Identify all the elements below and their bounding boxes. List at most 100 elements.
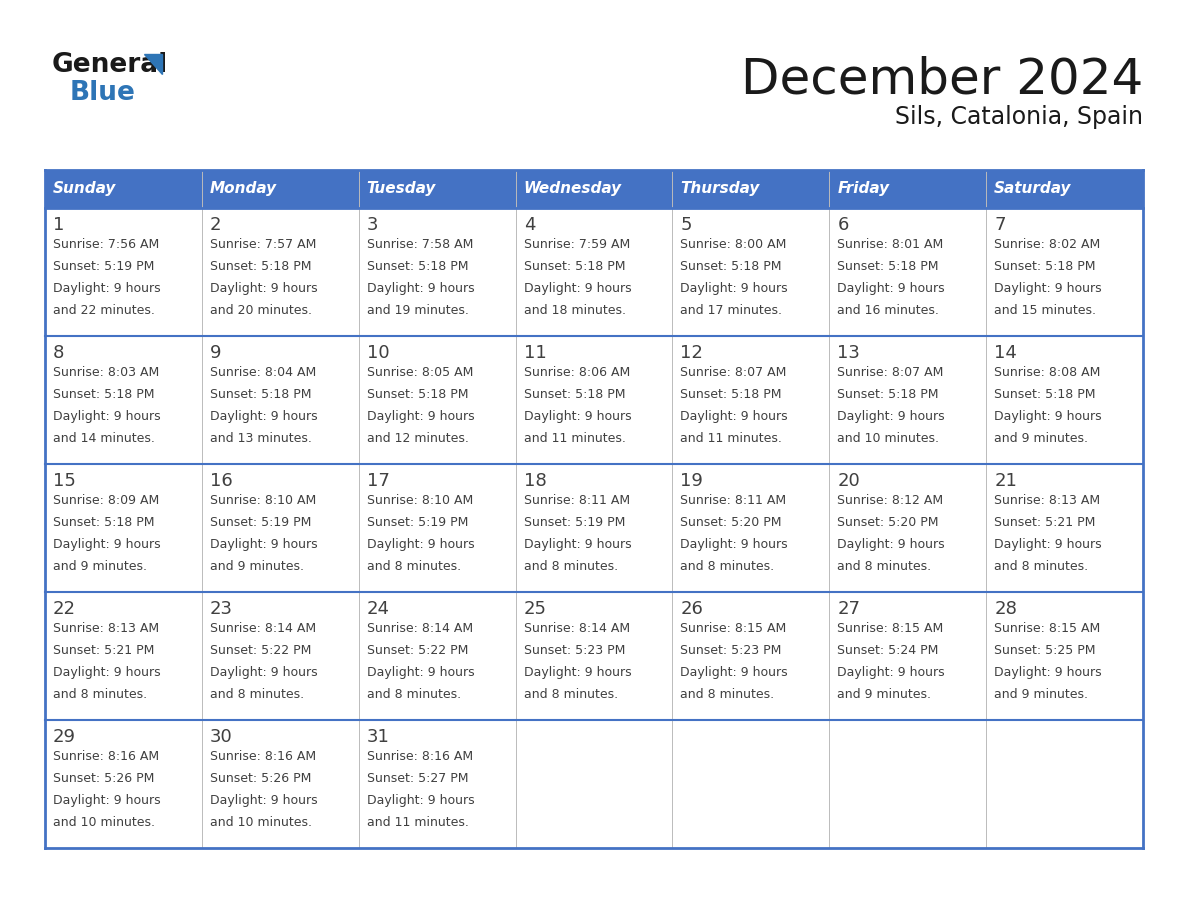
Text: Sunset: 5:23 PM: Sunset: 5:23 PM (681, 644, 782, 657)
Text: 3: 3 (367, 216, 378, 234)
Bar (45, 592, 202, 720)
Text: 11: 11 (524, 344, 546, 362)
Text: Daylight: 9 hours: Daylight: 9 hours (994, 538, 1101, 551)
Text: and 11 minutes.: and 11 minutes. (681, 432, 783, 445)
Bar (829, 464, 986, 592)
Text: Sunrise: 8:03 AM: Sunrise: 8:03 AM (53, 366, 159, 379)
Text: and 9 minutes.: and 9 minutes. (210, 560, 304, 573)
Bar (359, 592, 516, 720)
Text: Daylight: 9 hours: Daylight: 9 hours (53, 666, 160, 679)
Text: 10: 10 (367, 344, 390, 362)
Text: and 8 minutes.: and 8 minutes. (210, 688, 304, 701)
Text: Friday: Friday (838, 182, 890, 196)
Text: December 2024: December 2024 (741, 55, 1143, 103)
Text: 16: 16 (210, 472, 233, 490)
Text: Daylight: 9 hours: Daylight: 9 hours (524, 666, 631, 679)
Bar (672, 208, 829, 336)
Text: Sunset: 5:18 PM: Sunset: 5:18 PM (994, 388, 1095, 401)
Text: Saturday: Saturday (994, 182, 1072, 196)
Bar (45, 464, 202, 592)
Text: and 14 minutes.: and 14 minutes. (53, 432, 154, 445)
Text: Daylight: 9 hours: Daylight: 9 hours (994, 666, 1101, 679)
Text: and 11 minutes.: and 11 minutes. (367, 816, 468, 829)
Text: Daylight: 9 hours: Daylight: 9 hours (367, 282, 474, 295)
Bar (672, 592, 829, 720)
Text: 24: 24 (367, 600, 390, 618)
Text: 20: 20 (838, 472, 860, 490)
Text: Sunset: 5:18 PM: Sunset: 5:18 PM (524, 260, 625, 273)
Text: Sunrise: 8:15 AM: Sunrise: 8:15 AM (838, 622, 943, 635)
Text: 4: 4 (524, 216, 535, 234)
Text: Daylight: 9 hours: Daylight: 9 hours (367, 666, 474, 679)
Text: Sunrise: 8:08 AM: Sunrise: 8:08 AM (994, 366, 1100, 379)
Text: Sunrise: 7:57 AM: Sunrise: 7:57 AM (210, 238, 316, 251)
Text: Daylight: 9 hours: Daylight: 9 hours (367, 410, 474, 423)
Text: Monday: Monday (210, 182, 277, 196)
Text: Sunrise: 8:11 AM: Sunrise: 8:11 AM (524, 494, 630, 507)
Bar (672, 720, 829, 848)
Text: Sils, Catalonia, Spain: Sils, Catalonia, Spain (895, 105, 1143, 129)
Text: Sunset: 5:22 PM: Sunset: 5:22 PM (210, 644, 311, 657)
Bar (986, 592, 1143, 720)
Text: and 9 minutes.: and 9 minutes. (994, 688, 1088, 701)
Bar (516, 592, 672, 720)
Text: 9: 9 (210, 344, 221, 362)
Text: 13: 13 (838, 344, 860, 362)
Text: Sunset: 5:18 PM: Sunset: 5:18 PM (367, 260, 468, 273)
Text: Sunset: 5:19 PM: Sunset: 5:19 PM (367, 516, 468, 529)
Bar (986, 208, 1143, 336)
Bar (45, 720, 202, 848)
Text: Sunset: 5:26 PM: Sunset: 5:26 PM (53, 772, 154, 785)
Text: 19: 19 (681, 472, 703, 490)
Text: Daylight: 9 hours: Daylight: 9 hours (367, 794, 474, 807)
Text: 30: 30 (210, 728, 233, 746)
Text: Daylight: 9 hours: Daylight: 9 hours (524, 538, 631, 551)
Bar (829, 592, 986, 720)
Bar (359, 336, 516, 464)
Bar (672, 336, 829, 464)
Text: Sunrise: 8:13 AM: Sunrise: 8:13 AM (994, 494, 1100, 507)
Bar (829, 170, 986, 208)
Text: Sunset: 5:18 PM: Sunset: 5:18 PM (838, 388, 939, 401)
Text: 5: 5 (681, 216, 691, 234)
Text: and 17 minutes.: and 17 minutes. (681, 304, 783, 317)
Text: and 8 minutes.: and 8 minutes. (524, 688, 618, 701)
Text: Sunrise: 8:04 AM: Sunrise: 8:04 AM (210, 366, 316, 379)
Text: Sunset: 5:18 PM: Sunset: 5:18 PM (681, 260, 782, 273)
Text: and 8 minutes.: and 8 minutes. (367, 688, 461, 701)
Bar (516, 208, 672, 336)
Text: 27: 27 (838, 600, 860, 618)
Text: Sunrise: 8:10 AM: Sunrise: 8:10 AM (210, 494, 316, 507)
Text: Sunrise: 8:07 AM: Sunrise: 8:07 AM (681, 366, 786, 379)
Text: and 8 minutes.: and 8 minutes. (53, 688, 147, 701)
Text: Sunrise: 7:59 AM: Sunrise: 7:59 AM (524, 238, 630, 251)
Text: and 9 minutes.: and 9 minutes. (994, 432, 1088, 445)
Text: Sunset: 5:18 PM: Sunset: 5:18 PM (53, 388, 154, 401)
Text: 18: 18 (524, 472, 546, 490)
Text: and 22 minutes.: and 22 minutes. (53, 304, 154, 317)
Text: Sunrise: 8:12 AM: Sunrise: 8:12 AM (838, 494, 943, 507)
Bar (986, 336, 1143, 464)
Text: Sunset: 5:18 PM: Sunset: 5:18 PM (994, 260, 1095, 273)
Bar (829, 336, 986, 464)
Bar (202, 170, 359, 208)
Bar (202, 592, 359, 720)
Text: and 9 minutes.: and 9 minutes. (53, 560, 147, 573)
Text: Sunset: 5:20 PM: Sunset: 5:20 PM (838, 516, 939, 529)
Text: and 18 minutes.: and 18 minutes. (524, 304, 626, 317)
Text: General: General (52, 52, 169, 78)
Text: Sunrise: 7:56 AM: Sunrise: 7:56 AM (53, 238, 159, 251)
Bar (672, 170, 829, 208)
Text: Sunrise: 8:14 AM: Sunrise: 8:14 AM (524, 622, 630, 635)
Text: 8: 8 (53, 344, 64, 362)
Bar (202, 720, 359, 848)
Text: 14: 14 (994, 344, 1017, 362)
Text: 2: 2 (210, 216, 221, 234)
Text: Sunday: Sunday (53, 182, 116, 196)
Text: Sunset: 5:18 PM: Sunset: 5:18 PM (681, 388, 782, 401)
Text: Sunset: 5:20 PM: Sunset: 5:20 PM (681, 516, 782, 529)
Polygon shape (144, 54, 162, 74)
Bar (45, 336, 202, 464)
Text: and 13 minutes.: and 13 minutes. (210, 432, 311, 445)
Text: Sunset: 5:18 PM: Sunset: 5:18 PM (367, 388, 468, 401)
